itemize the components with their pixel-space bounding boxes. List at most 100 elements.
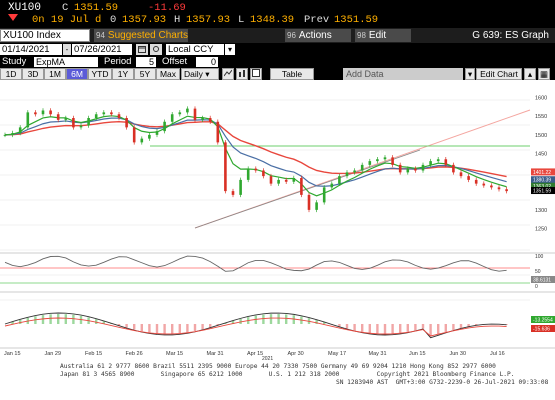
osc-tick-label: 0 [535,284,538,290]
candle [132,127,136,143]
candle [360,164,364,171]
expand-icon[interactable]: ▴ [524,68,536,80]
period-input[interactable]: 5 [136,57,156,67]
range-button-max[interactable]: Max [156,68,180,80]
candle [79,125,83,128]
macd-bar [133,324,136,330]
frequency-select[interactable]: Daily ▾ [181,68,219,80]
macd-line [4,312,507,339]
footer-line-2: Japan 81 3 4565 8900 Singapore 65 6212 1… [60,371,515,378]
menu-label: Suggested Charts [107,30,188,41]
down-arrow-icon [8,14,18,21]
candle [178,112,182,115]
macd-bar [421,324,425,329]
range-button-ytd[interactable]: YTD [88,68,112,80]
macd-bar [315,320,318,324]
macd-bar [239,318,242,324]
candle [406,168,410,173]
range-button-6m[interactable]: 6M [66,68,88,80]
macd-bar [193,324,197,332]
candle [49,110,52,115]
price-tick-label: 1500 [535,133,547,139]
chart-area[interactable]: 16001550150014501400135013001250 1401.22… [0,80,555,362]
price-tick-label: 1550 [535,114,547,120]
add-data-input[interactable]: Add Data [343,68,463,80]
candle [87,118,90,126]
date-tick-label: May 31 [369,351,387,357]
menu-button-suggested[interactable]: 94 Suggested Charts [94,29,188,42]
candle [429,161,432,165]
calendar-icon[interactable] [136,44,148,55]
price-marker-label: 1380.39 [533,178,551,184]
macd-marker [531,316,555,323]
macd-bar [64,314,67,324]
candle [246,168,250,180]
macd-axis: -13.2554 -15.636 [531,316,555,333]
macd-bar [163,324,166,334]
osc-marker [531,276,555,283]
line-icon[interactable] [222,68,234,80]
candle [140,138,144,143]
macd-marker [531,325,555,332]
macd-bar [117,324,121,326]
macd-bar [224,323,227,324]
range-button-3d[interactable]: 3D [22,68,44,80]
candle [345,172,349,177]
macd-bar [231,320,235,324]
candle [505,189,508,192]
security-field[interactable]: XU100 Index [0,29,90,42]
prev-label: Prev [304,14,330,26]
menu-num: 94 [96,31,105,40]
macd-bar [262,314,265,324]
year-label: 2021 [262,356,273,360]
start-date-field[interactable]: 01/14/2021 [0,44,62,55]
price-tick-label: 1600 [535,95,547,101]
study-bar: Study ExpMA Period 5 Offset 0 [0,56,555,68]
range-button-1d[interactable]: 1D [0,68,22,80]
macd-bar [285,314,288,324]
candle [170,114,174,122]
range-button-1y[interactable]: 1Y [112,68,134,80]
candle [41,110,45,115]
checkbox-icon[interactable] [250,68,262,80]
settings-icon[interactable] [150,44,162,55]
date-tick-label: May 17 [328,351,346,357]
candle [338,176,341,184]
candle [421,164,425,171]
price-marker-label: 1351.59 [533,189,551,195]
currency-select[interactable]: Local CCY [166,44,224,55]
candle [193,108,197,120]
quote-date: 0n 19 Jul d [32,14,102,26]
menu-label: Edit [368,30,387,41]
range-button-1m[interactable]: 1M [44,68,66,80]
open-label: 0 [110,14,117,26]
candle [201,118,204,120]
offset-input[interactable]: 0 [196,57,218,67]
period-label: Period [104,56,132,67]
candle [269,176,273,184]
chevron-down-icon[interactable]: ▾ [225,44,235,55]
macd-bar [452,324,455,330]
menu-button-actions[interactable]: 96 Actions [285,29,351,42]
menu-button-edit[interactable]: 98 Edit [355,29,411,42]
macd-histogram [11,314,508,337]
osc-tick-label: 100 [535,254,544,260]
menu-num: 96 [287,31,296,40]
study-select[interactable]: ExpMA [34,57,98,67]
candle [368,161,372,165]
edit-chart-button[interactable]: Edit Chart [476,68,522,80]
bar-icon[interactable] [236,68,248,80]
candle [391,157,394,165]
candle [224,142,227,192]
chevron-down-icon[interactable]: ▾ [465,68,475,80]
candle [459,172,463,177]
grid-icon[interactable]: ▦ [538,68,550,80]
range-button-5y[interactable]: 5Y [134,68,156,80]
macd-bar [209,324,212,328]
end-date-field[interactable]: 07/26/2021 [72,44,132,55]
table-button[interactable]: Table [270,68,314,80]
candle [383,157,387,160]
offset-label: Offset [162,56,188,67]
price-chart[interactable]: 16001550150014501400135013001250 1401.22… [0,80,555,362]
macd-bar [338,324,341,327]
